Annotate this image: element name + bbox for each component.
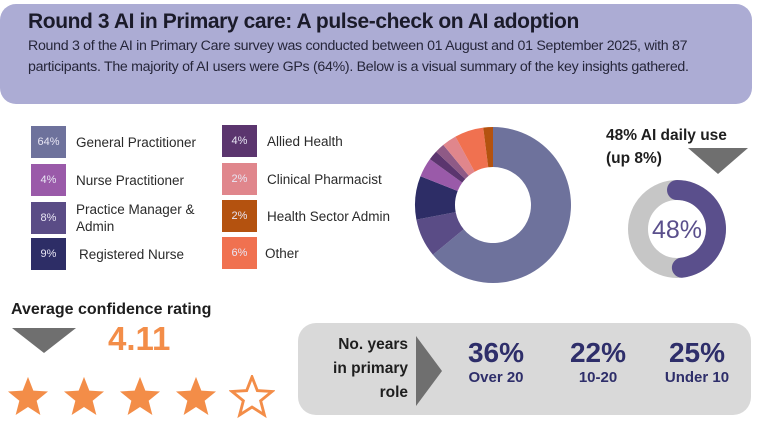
legend-swatch: 6% xyxy=(222,237,257,269)
star-filled-icon xyxy=(117,375,163,419)
legend-label: Other xyxy=(265,245,299,262)
daily-use-ring: 48% xyxy=(627,179,727,279)
legend-swatch: 4% xyxy=(222,125,257,157)
down-arrow-icon xyxy=(688,148,748,174)
legend-label: Health Sector Admin xyxy=(267,208,390,225)
stat-label: 10-20 xyxy=(560,369,636,387)
star-filled-icon xyxy=(5,375,51,419)
stat-pct: 25% xyxy=(654,337,740,369)
star-filled-icon xyxy=(61,375,107,419)
star-outline-icon xyxy=(229,375,275,419)
legend-label: Practice Manager & Admin xyxy=(76,201,216,235)
stat-under-10: 25% Under 10 xyxy=(654,337,740,387)
legend-label: Clinical Pharmacist xyxy=(267,171,382,188)
legend-item-practice-manager: 8% Practice Manager & Admin xyxy=(31,201,216,235)
legend-label: Registered Nurse xyxy=(79,246,184,263)
star-rating xyxy=(5,375,275,419)
legend-item-nurse-practitioner: 4% Nurse Practitioner xyxy=(31,164,184,196)
legend-item-registered-nurse: 9% Registered Nurse xyxy=(31,238,184,270)
legend-swatch: 2% xyxy=(222,200,257,232)
years-in-role-panel: No. years in primary role 36% Over 20 22… xyxy=(298,323,751,415)
legend-swatch: 9% xyxy=(31,238,66,270)
confidence-value: 4.11 xyxy=(108,320,170,358)
down-arrow-icon xyxy=(12,328,76,353)
legend-item-allied-health: 4% Allied Health xyxy=(222,125,343,157)
legend-swatch: 8% xyxy=(31,202,66,234)
legend-swatch: 4% xyxy=(31,164,66,196)
years-label-line: No. years xyxy=(308,333,408,357)
legend-item-other: 6% Other xyxy=(222,237,299,269)
legend-item-health-sector-admin: 2% Health Sector Admin xyxy=(222,200,390,232)
legend-label: Nurse Practitioner xyxy=(76,172,184,189)
stat-label: Over 20 xyxy=(456,369,536,387)
legend-swatch: 64% xyxy=(31,126,66,158)
stat-pct: 36% xyxy=(456,337,536,369)
role-donut-chart xyxy=(414,126,572,284)
legend-label: Allied Health xyxy=(267,133,343,150)
stat-over-20: 36% Over 20 xyxy=(456,337,536,387)
stat-10-20: 22% 10-20 xyxy=(560,337,636,387)
right-arrow-icon xyxy=(416,336,442,406)
header-banner: Round 3 AI in Primary care: A pulse-chec… xyxy=(0,4,752,104)
legend-swatch: 2% xyxy=(222,163,257,195)
stat-pct: 22% xyxy=(560,337,636,369)
page-title: Round 3 AI in Primary care: A pulse-chec… xyxy=(28,10,724,34)
years-label: No. years in primary role xyxy=(308,333,408,405)
legend-item-clinical-pharmacist: 2% Clinical Pharmacist xyxy=(222,163,382,195)
stat-label: Under 10 xyxy=(654,369,740,387)
star-filled-icon xyxy=(173,375,219,419)
legend-label: General Practitioner xyxy=(76,134,196,151)
survey-description: Round 3 of the AI in Primary Care survey… xyxy=(28,36,724,78)
daily-use-title-line1: 48% AI daily use xyxy=(606,124,727,147)
daily-use-value: 48% xyxy=(652,216,702,244)
legend-item-general-practitioner: 64% General Practitioner xyxy=(31,126,196,158)
years-label-line: in primary xyxy=(308,357,408,381)
years-label-line: role xyxy=(308,381,408,405)
confidence-title: Average confidence rating xyxy=(11,301,211,319)
